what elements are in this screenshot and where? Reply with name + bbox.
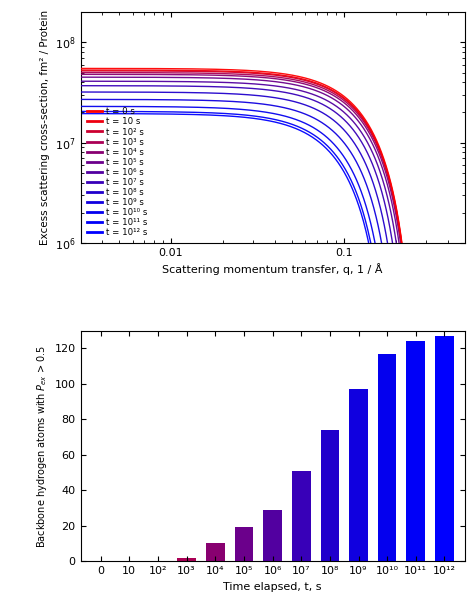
Bar: [177, 558, 196, 561]
X-axis label: Scattering momentum transfer, q, 1 / Å: Scattering momentum transfer, q, 1 / Å: [162, 264, 383, 275]
Bar: [320, 430, 339, 561]
Bar: [378, 354, 396, 561]
Y-axis label: Excess scattering cross-section, fm² / Protein: Excess scattering cross-section, fm² / P…: [39, 10, 49, 245]
Bar: [292, 471, 310, 561]
Bar: [206, 544, 225, 561]
X-axis label: Time elapsed, t, s: Time elapsed, t, s: [223, 581, 322, 592]
Bar: [349, 389, 368, 561]
Y-axis label: Backbone hydrogen atoms with $P_{ex}$ > 0.5: Backbone hydrogen atoms with $P_{ex}$ > …: [35, 344, 49, 548]
Legend: t = 0 s, t = 10 s, t = 10² s, t = 10³ s, t = 10⁴ s, t = 10⁵ s, t = 10⁶ s, t = 10: t = 0 s, t = 10 s, t = 10² s, t = 10³ s,…: [85, 106, 149, 239]
Bar: [263, 510, 282, 561]
Bar: [435, 336, 454, 561]
Bar: [235, 528, 253, 561]
Bar: [407, 341, 425, 561]
